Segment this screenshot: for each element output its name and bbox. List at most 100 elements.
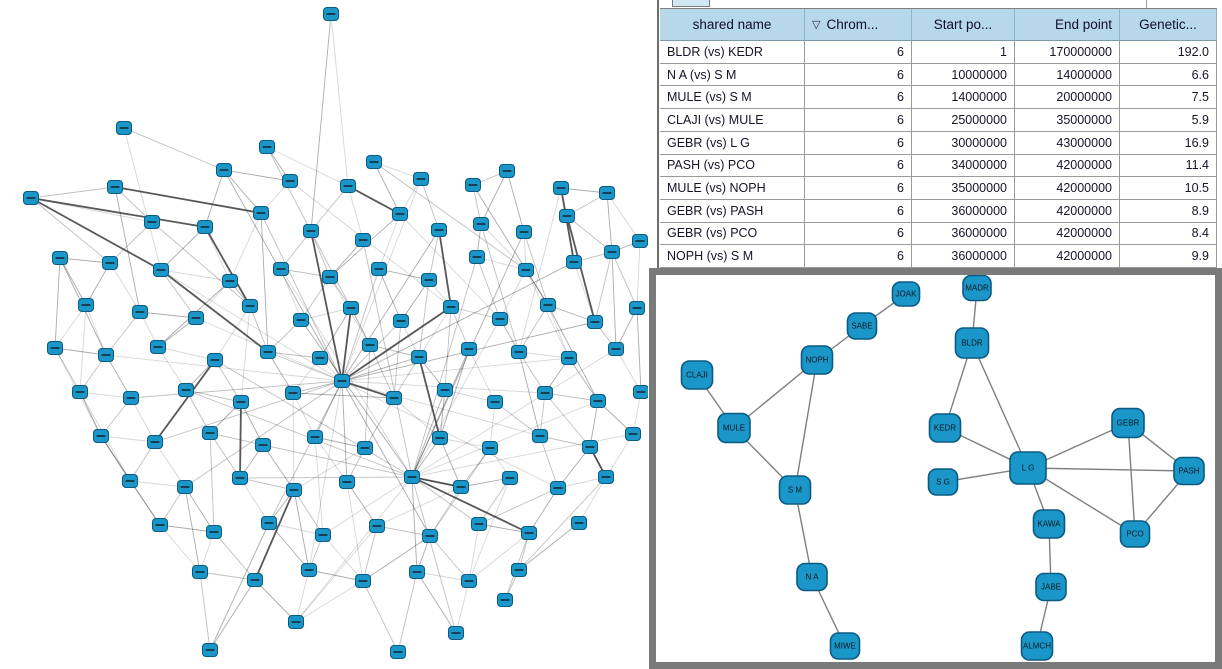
network-node-jabe[interactable]: JABE xyxy=(1035,572,1067,602)
network-edge[interactable] xyxy=(478,477,511,525)
network-node-joak[interactable]: JOAK xyxy=(891,281,921,307)
network-node[interactable] xyxy=(188,311,204,325)
network-node[interactable] xyxy=(315,528,331,542)
network-edge-strong[interactable] xyxy=(341,380,395,399)
network-node[interactable] xyxy=(511,345,527,359)
network-edge[interactable] xyxy=(54,347,81,393)
network-edge[interactable] xyxy=(518,476,607,571)
network-edge[interactable] xyxy=(260,212,343,382)
network-edge[interactable] xyxy=(411,400,599,478)
network-edge[interactable] xyxy=(59,257,87,306)
network-edge[interactable] xyxy=(341,229,440,382)
network-edge[interactable] xyxy=(109,262,141,313)
network-edge[interactable] xyxy=(341,357,570,382)
network-node[interactable] xyxy=(192,565,208,579)
network-edge[interactable] xyxy=(262,444,413,478)
network-edge[interactable] xyxy=(606,192,641,242)
network-edge[interactable] xyxy=(578,476,607,524)
network-edge[interactable] xyxy=(295,569,310,623)
network-edge[interactable] xyxy=(518,304,549,353)
column-header-chrom[interactable]: ▽ Chrom... xyxy=(805,9,912,41)
network-node[interactable] xyxy=(339,475,355,489)
network-node[interactable] xyxy=(432,431,448,445)
network-node[interactable] xyxy=(343,301,359,315)
table-cell[interactable]: 1 xyxy=(912,41,1015,64)
network-edge-strong[interactable] xyxy=(254,489,295,581)
network-edge[interactable] xyxy=(399,213,501,320)
network-edge[interactable] xyxy=(566,215,613,253)
network-node[interactable] xyxy=(413,172,429,186)
network-edge[interactable] xyxy=(184,380,343,488)
network-edge[interactable] xyxy=(267,351,343,382)
network-edge[interactable] xyxy=(525,269,570,359)
table-cell[interactable]: 42000000 xyxy=(1015,154,1120,178)
network-node[interactable] xyxy=(273,262,289,276)
network-edge[interactable] xyxy=(594,251,613,323)
network-node[interactable] xyxy=(431,223,447,237)
network-node-mule[interactable]: MULE xyxy=(717,412,751,444)
network-edge[interactable] xyxy=(30,197,111,264)
network-node[interactable] xyxy=(437,383,453,397)
table-cell[interactable]: 6 xyxy=(805,131,912,155)
network-edge[interactable] xyxy=(478,487,559,525)
network-node-almch[interactable]: ALMCH xyxy=(1020,631,1054,661)
column-header-endpoint[interactable]: End point xyxy=(1015,9,1120,41)
network-node[interactable] xyxy=(559,209,575,223)
network-edge[interactable] xyxy=(159,524,201,573)
network-edge[interactable] xyxy=(209,432,241,479)
network-edge[interactable] xyxy=(346,481,364,582)
network-node[interactable] xyxy=(255,438,271,452)
network-node[interactable] xyxy=(206,525,222,539)
network-node[interactable] xyxy=(461,342,477,356)
network-edge[interactable] xyxy=(347,185,364,241)
network-edge[interactable] xyxy=(450,306,501,320)
table-cell[interactable]: 14000000 xyxy=(1015,63,1120,87)
network-node[interactable] xyxy=(511,563,527,577)
network-edge[interactable] xyxy=(185,389,211,434)
network-edge[interactable] xyxy=(105,354,343,382)
network-edge[interactable] xyxy=(300,307,352,321)
table-cell[interactable]: PASH (vs) PCO xyxy=(660,154,805,178)
network-edge[interactable] xyxy=(416,571,470,582)
network-edge[interactable] xyxy=(154,441,186,488)
table-cell[interactable]: MULE (vs) S M xyxy=(660,86,805,110)
network-edge-strong[interactable] xyxy=(560,187,575,263)
network-node[interactable] xyxy=(334,374,350,388)
network-edge[interactable] xyxy=(341,380,431,537)
network-edge[interactable] xyxy=(130,380,343,399)
network-node[interactable] xyxy=(293,313,309,327)
network-edge[interactable] xyxy=(523,231,549,306)
network-node[interactable] xyxy=(253,206,269,220)
table-cell[interactable]: 42000000 xyxy=(1015,199,1120,223)
network-node[interactable] xyxy=(122,474,138,488)
table-cell[interactable]: 6.6 xyxy=(1120,63,1217,87)
network-edge[interactable] xyxy=(1027,467,1190,472)
network-edge[interactable] xyxy=(468,523,480,582)
network-node[interactable] xyxy=(178,383,194,397)
table-cell[interactable]: 8.9 xyxy=(1120,199,1217,223)
network-node[interactable] xyxy=(261,516,277,530)
network-edge[interactable] xyxy=(528,487,559,534)
network-edge[interactable] xyxy=(184,486,215,533)
network-edge[interactable] xyxy=(393,320,402,399)
network-node[interactable] xyxy=(303,224,319,238)
network-edge[interactable] xyxy=(444,389,496,403)
network-edge[interactable] xyxy=(185,389,242,403)
network-edge[interactable] xyxy=(429,535,470,582)
network-edge[interactable] xyxy=(123,127,162,271)
network-edge[interactable] xyxy=(262,444,295,491)
column-header-sharedname[interactable]: shared name xyxy=(660,9,805,41)
network-node[interactable] xyxy=(323,7,339,21)
network-node[interactable] xyxy=(288,615,304,629)
network-edge[interactable] xyxy=(100,435,156,443)
network-node-sabe[interactable]: SABE xyxy=(846,312,878,340)
network-edge[interactable] xyxy=(199,571,256,581)
network-edge[interactable] xyxy=(160,269,343,382)
network-node[interactable] xyxy=(453,480,469,494)
network-node[interactable] xyxy=(392,207,408,221)
table-cell[interactable]: 6 xyxy=(805,41,912,64)
network-edge[interactable] xyxy=(314,380,343,438)
network-node[interactable] xyxy=(23,191,39,205)
table-cell[interactable]: 35000000 xyxy=(1015,109,1120,132)
network-edge[interactable] xyxy=(209,522,270,651)
